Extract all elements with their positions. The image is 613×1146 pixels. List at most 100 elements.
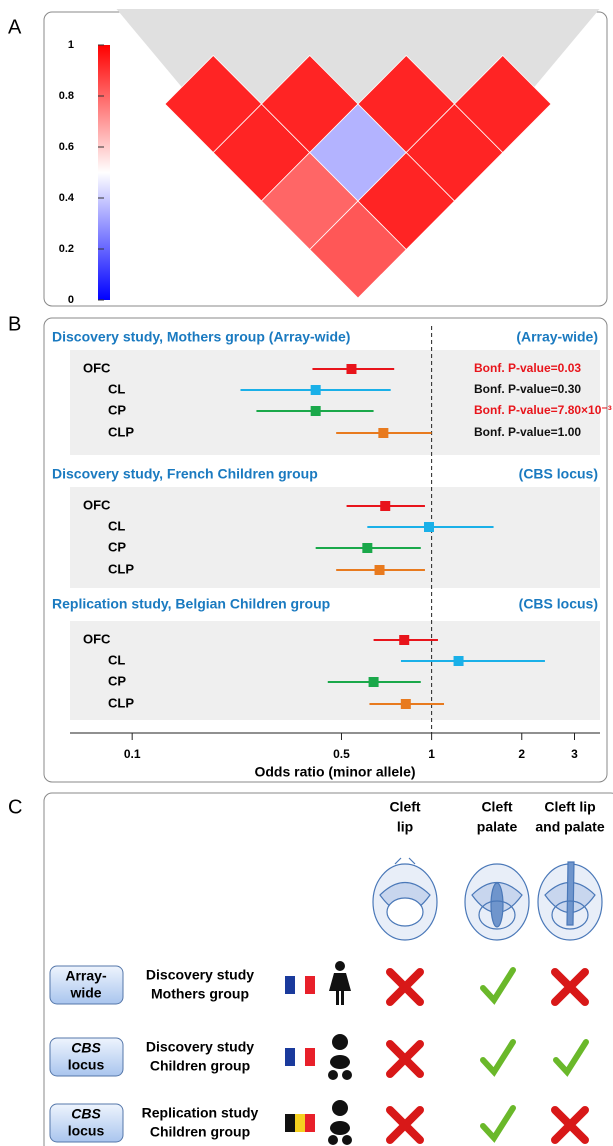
column-header: Cleft xyxy=(389,799,420,815)
group-title: Discovery study, French Children group xyxy=(52,466,318,482)
badge-text: CBS xyxy=(71,1040,101,1056)
badge-text: Array- xyxy=(65,968,107,984)
point-estimate xyxy=(368,677,379,687)
study-text: Mothers group xyxy=(151,986,249,1002)
colorbar-tick-label: 0.8 xyxy=(59,90,74,102)
p-value-label: Bonf. P-value=1.00 xyxy=(474,425,581,439)
badge-text: locus xyxy=(68,1057,105,1073)
outcome-label: CP xyxy=(108,402,126,417)
outcome-label: CL xyxy=(108,518,125,533)
x-tick-label: 0.1 xyxy=(124,747,141,761)
colorbar-tick-label: 0.2 xyxy=(59,243,74,255)
point-estimate xyxy=(380,501,391,511)
badge xyxy=(49,965,124,1005)
panel-label: A xyxy=(8,16,22,38)
x-tick-label: 1 xyxy=(428,747,435,761)
colorbar xyxy=(98,45,110,300)
badge-text: wide xyxy=(69,985,101,1001)
cross xyxy=(386,968,424,1006)
outcome-label: CL xyxy=(108,381,125,396)
group-title: Replication study, Belgian Children grou… xyxy=(52,596,330,612)
row: CBS locus Discovery study Children group xyxy=(49,1034,589,1080)
column-header: and palate xyxy=(535,819,604,835)
panel-label: C xyxy=(8,796,22,818)
check xyxy=(480,967,516,1005)
icon-baby xyxy=(328,1100,352,1145)
colorbar-tick-label: 0 xyxy=(68,294,74,306)
p-value-label: Bonf. P-value=0.30 xyxy=(474,382,581,396)
outcome-label: CLP xyxy=(108,424,134,439)
colorbar-tick-label: 0.4 xyxy=(59,192,75,204)
badge xyxy=(49,1103,124,1143)
outcome-label: CLP xyxy=(108,561,134,576)
group-box xyxy=(70,621,600,720)
panel-frame xyxy=(43,792,613,1146)
panel-label: B xyxy=(8,313,21,335)
outcome-label: OFC xyxy=(83,631,111,646)
group-tag: (CBS locus) xyxy=(519,596,598,612)
study-text: Children group xyxy=(150,1058,250,1074)
x-tick-label: 3 xyxy=(571,747,578,761)
point-estimate xyxy=(374,565,385,575)
row: CBS locus Replication study Children gro… xyxy=(49,1100,589,1145)
cross xyxy=(551,1106,589,1144)
cross xyxy=(386,1040,424,1078)
x-tick-label: 0.5 xyxy=(333,747,350,761)
point-estimate xyxy=(378,428,389,438)
p-value-label: Bonf. P-value=0.03 xyxy=(474,361,581,375)
x-tick-label: 2 xyxy=(518,747,525,761)
point-estimate xyxy=(310,406,321,416)
outcome-label: CP xyxy=(108,539,126,554)
palate-cleft-palate xyxy=(464,863,530,941)
flag-france xyxy=(285,1048,315,1066)
check xyxy=(553,1039,589,1077)
column-headers: Cleft lip Cleft palate Cleft lip and pal… xyxy=(389,799,604,835)
badge-text: locus xyxy=(68,1123,105,1139)
point-estimate xyxy=(346,364,357,374)
column-header: palate xyxy=(477,819,518,835)
group-tag: (CBS locus) xyxy=(519,466,598,482)
palate-illustrations xyxy=(372,857,603,941)
point-estimate xyxy=(310,385,321,395)
colorbar-tick-label: 1 xyxy=(68,39,74,51)
cross xyxy=(386,1106,424,1144)
x-axis-label: Odds ratio (minor allele) xyxy=(254,764,415,780)
outcome-label: CLP xyxy=(108,695,134,710)
point-estimate xyxy=(423,522,434,532)
icon-baby xyxy=(328,1034,352,1080)
p-value-label: Bonf. P-value=7.80×10⁻³ xyxy=(474,403,612,417)
flag-france xyxy=(285,976,315,994)
icon-woman xyxy=(329,961,351,1005)
point-estimate xyxy=(399,635,410,645)
badge xyxy=(49,1037,124,1077)
column-header: Cleft xyxy=(481,799,512,815)
colorbar-tick-label: 0.6 xyxy=(59,141,74,153)
study-text: Replication study xyxy=(142,1105,259,1121)
study-text: Discovery study xyxy=(146,967,254,983)
check xyxy=(480,1039,516,1077)
outcome-label: OFC xyxy=(83,497,111,512)
row: Array- wide Discovery study Mothers grou… xyxy=(49,961,589,1006)
column-header: lip xyxy=(397,819,413,835)
cross xyxy=(551,968,589,1006)
group-box xyxy=(70,487,600,588)
point-estimate xyxy=(400,699,411,709)
study-text: Children group xyxy=(150,1124,250,1140)
outcome-label: CP xyxy=(108,673,126,688)
group-title: Discovery study, Mothers group (Array-wi… xyxy=(52,329,350,345)
point-estimate xyxy=(453,656,464,666)
group-box xyxy=(70,350,600,455)
check xyxy=(480,1105,516,1143)
column-header: Cleft lip xyxy=(544,799,595,815)
outcome-label: OFC xyxy=(83,360,111,375)
flag-belgium xyxy=(285,1114,315,1132)
panel-frame xyxy=(43,317,608,783)
palate-cleft-lip xyxy=(372,857,438,941)
ld-cell xyxy=(453,54,552,154)
badge-text: CBS xyxy=(71,1106,101,1122)
study-text: Discovery study xyxy=(146,1039,254,1055)
point-estimate xyxy=(362,543,373,553)
group-tag: (Array-wide) xyxy=(516,329,598,345)
